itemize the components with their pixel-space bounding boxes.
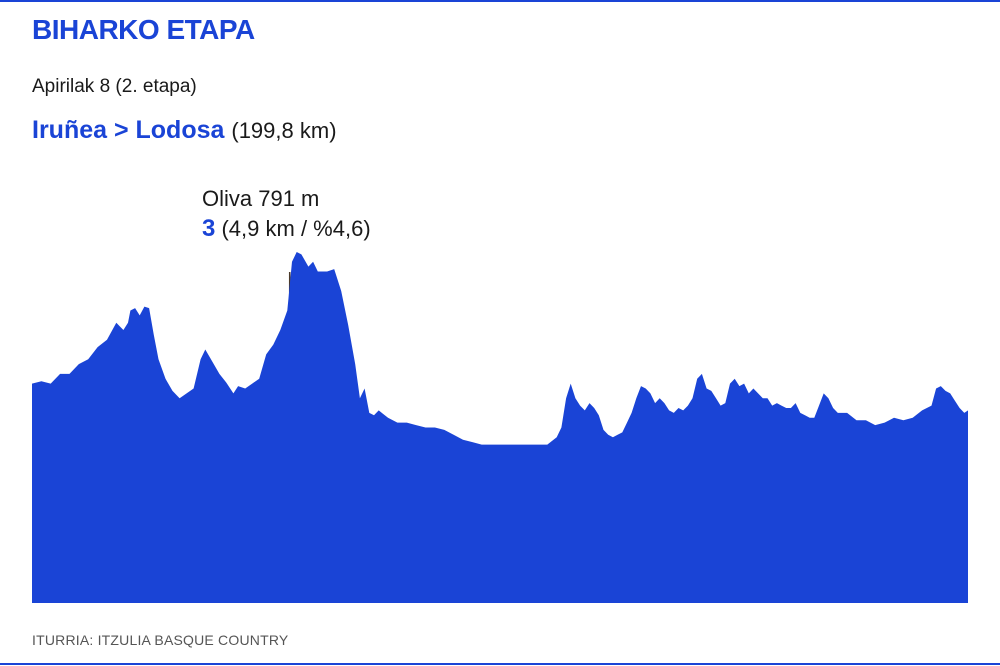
route-distance: (199,8 km) [231, 118, 337, 143]
climb-annotation: Oliva 791 m 3 (4,9 km / %4,6) [202, 184, 371, 244]
climb-detail: (4,9 km / %4,6) [221, 216, 371, 241]
bottom-rule [0, 663, 1000, 665]
climb-category: 3 [202, 215, 216, 242]
climb-detail-line: 3 (4,9 km / %4,6) [202, 214, 371, 244]
elevation-profile-area [32, 252, 968, 603]
page-title: BIHARKO ETAPA [32, 14, 255, 45]
stage-route: Iruñea > Lodosa (199,8 km) [32, 116, 337, 145]
stage-date: Apirilak 8 (2. etapa) [32, 76, 197, 97]
route-name: Iruñea > Lodosa [32, 116, 225, 144]
top-rule [0, 0, 1000, 2]
climb-name: Oliva 791 m [202, 186, 320, 211]
source-note: ITURRIA: ITZULIA BASQUE COUNTRY [32, 632, 289, 648]
